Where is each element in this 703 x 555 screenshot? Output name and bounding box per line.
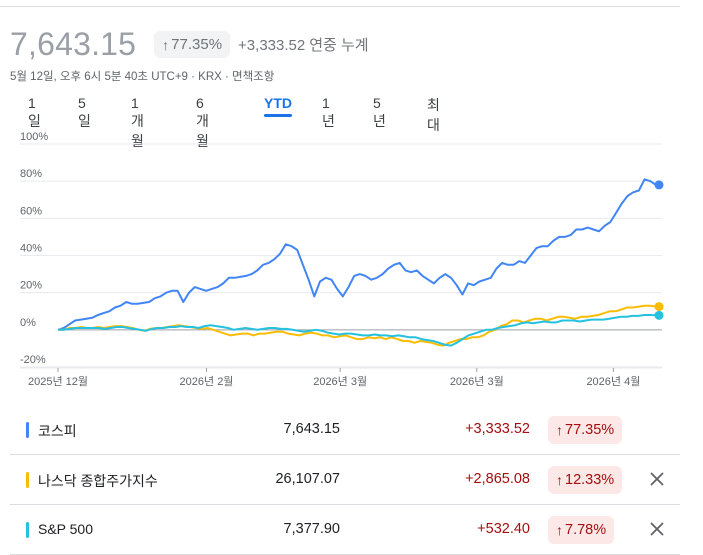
series-end-point-2	[654, 310, 664, 320]
legend-row[interactable]: 나스닥 종합주가지수 26,107.07 +2,865.08 ↑ 12.33%	[10, 455, 680, 505]
y-tick-label: 100%	[20, 131, 48, 143]
series-line-2	[58, 314, 657, 347]
arrow-up-icon: ↑	[556, 422, 563, 438]
series-change: +532.40	[477, 521, 530, 537]
series-end-point-1	[654, 302, 664, 312]
comparison-legend: 코스피 7,643.15 +3,333.52 ↑ 77.35% 나스닥 종합주가지수 26,…	[10, 405, 680, 555]
series-name: S&P 500	[38, 521, 94, 537]
absolute-change-value: +3,333.52	[238, 37, 306, 54]
percent-change-badge: ↑ 77.35%	[154, 31, 231, 58]
series-color-swatch	[26, 472, 29, 488]
series-value: 7,377.90	[283, 521, 340, 537]
period-label: 연중 누계	[309, 37, 369, 54]
arrow-up-icon: ↑	[556, 522, 563, 538]
y-tick-label: 40%	[20, 243, 42, 255]
legend-row[interactable]: S&P 500 7,377.90 +532.40 ↑ 7.78%	[10, 505, 680, 555]
series-value: 26,107.07	[275, 471, 340, 487]
arrow-up-icon: ↑	[162, 36, 170, 53]
tab-2[interactable]: 1개월	[131, 95, 144, 149]
close-icon[interactable]	[646, 468, 668, 490]
tab-6[interactable]: 5년	[373, 95, 386, 129]
current-price: 7,643.15	[10, 26, 137, 62]
series-change: +3,333.52	[465, 421, 530, 437]
y-tick-label: -20%	[20, 354, 46, 366]
arrow-up-icon: ↑	[556, 472, 563, 488]
x-tick-label: 2026년 4월	[586, 375, 640, 388]
y-tick-label: 80%	[20, 168, 42, 180]
series-line-1	[58, 304, 657, 347]
series-color-swatch	[26, 422, 29, 438]
tab-0[interactable]: 1일	[28, 95, 41, 129]
tab-5[interactable]: 1년	[322, 95, 335, 129]
top-divider	[0, 0, 680, 7]
close-icon[interactable]	[646, 518, 668, 540]
x-tick-label: 2026년 3월	[313, 375, 367, 388]
series-color-swatch	[26, 522, 29, 538]
series-percent: 77.35%	[565, 422, 615, 438]
series-percent-badge: ↑ 7.78%	[548, 516, 615, 544]
tab-4[interactable]: YTD	[264, 95, 292, 117]
legend-row[interactable]: 코스피 7,643.15 +3,333.52 ↑ 77.35%	[10, 405, 680, 455]
series-value: 7,643.15	[283, 421, 340, 437]
series-name: 코스피	[38, 423, 77, 439]
tab-3[interactable]: 6개월	[196, 95, 209, 149]
tab-7[interactable]: 최대	[427, 97, 440, 133]
series-line-0	[57, 178, 657, 331]
percent-change-value: 77.35%	[171, 36, 223, 53]
x-tick-label: 2025년 12월	[28, 375, 88, 388]
performance-chart: 100% 80% 60% 40% 20% 0% -20% 2025년 12월 2026년 2월 2…	[20, 131, 664, 388]
series-percent: 12.33%	[565, 472, 615, 488]
timestamp-meta: 5월 12일, 오후 6시 5분 40초 UTC+9 · KRX · 면책조항	[10, 71, 275, 83]
series-change: +2,865.08	[465, 471, 530, 487]
x-tick-label: 2026년 2월	[180, 375, 234, 388]
series-percent-badge: ↑ 77.35%	[548, 416, 623, 444]
price-header: 7,643.15 ↑ 77.35% +3,333.52 연중 누계	[10, 26, 369, 63]
series-end-point-0	[654, 180, 664, 190]
x-tick-label: 2026년 3월	[450, 375, 504, 388]
series-name: 나스닥 종합주가지수	[38, 473, 158, 489]
y-tick-label: 20%	[20, 280, 42, 292]
series-percent-badge: ↑ 12.33%	[548, 466, 623, 494]
y-tick-label: 60%	[20, 205, 42, 217]
absolute-change: +3,333.52 연중 누계	[238, 34, 369, 55]
tab-1[interactable]: 5일	[78, 95, 91, 129]
series-percent: 7.78%	[565, 522, 607, 538]
y-tick-label: 0%	[20, 317, 36, 329]
